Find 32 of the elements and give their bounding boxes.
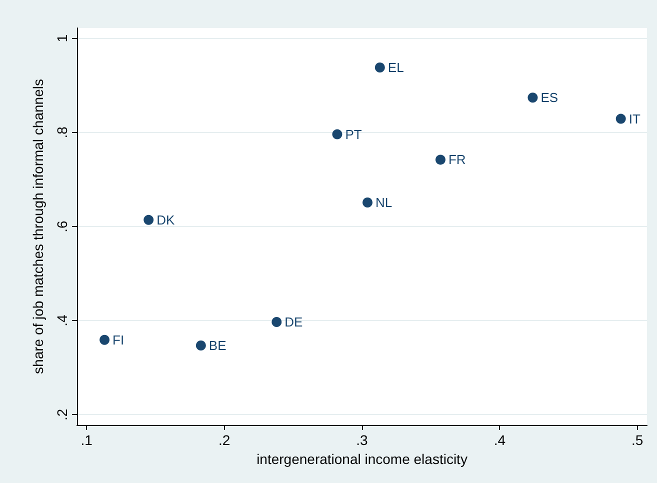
y-tick-label: .6 [54, 220, 70, 232]
x-tick-label: .5 [632, 432, 644, 448]
y-tick-label: .2 [54, 408, 70, 420]
point [528, 92, 538, 103]
data-label: BE [208, 338, 227, 354]
point [272, 316, 282, 327]
data-label: PT [345, 126, 362, 142]
data-label: EL [388, 60, 404, 76]
x-tick-label: .4 [494, 432, 506, 448]
x-tick-label: .2 [218, 432, 230, 448]
data-label: DE [284, 314, 304, 330]
y-tick-label: .4 [54, 314, 70, 326]
point [100, 334, 110, 345]
point [374, 62, 385, 73]
point [144, 214, 154, 225]
x-tick-label: .3 [356, 432, 368, 448]
point [435, 154, 446, 165]
data-label: IT [628, 111, 640, 126]
data-label: DK [156, 212, 175, 228]
data-label: FI [112, 332, 124, 348]
data-label: NL [376, 195, 392, 210]
y-axis-title: share of job matches through informal channels [30, 79, 46, 374]
point [362, 198, 373, 208]
x-tick-label: .1 [80, 432, 93, 448]
x-axis-title: intergenerational income elasticity [256, 450, 468, 467]
point [196, 340, 206, 351]
data-label: ES [540, 90, 558, 106]
data-label: FR [448, 152, 466, 168]
point [616, 114, 626, 124]
point [332, 129, 342, 140]
y-tick-label: .8 [54, 126, 70, 138]
y-tick-label: 1 [54, 34, 70, 42]
